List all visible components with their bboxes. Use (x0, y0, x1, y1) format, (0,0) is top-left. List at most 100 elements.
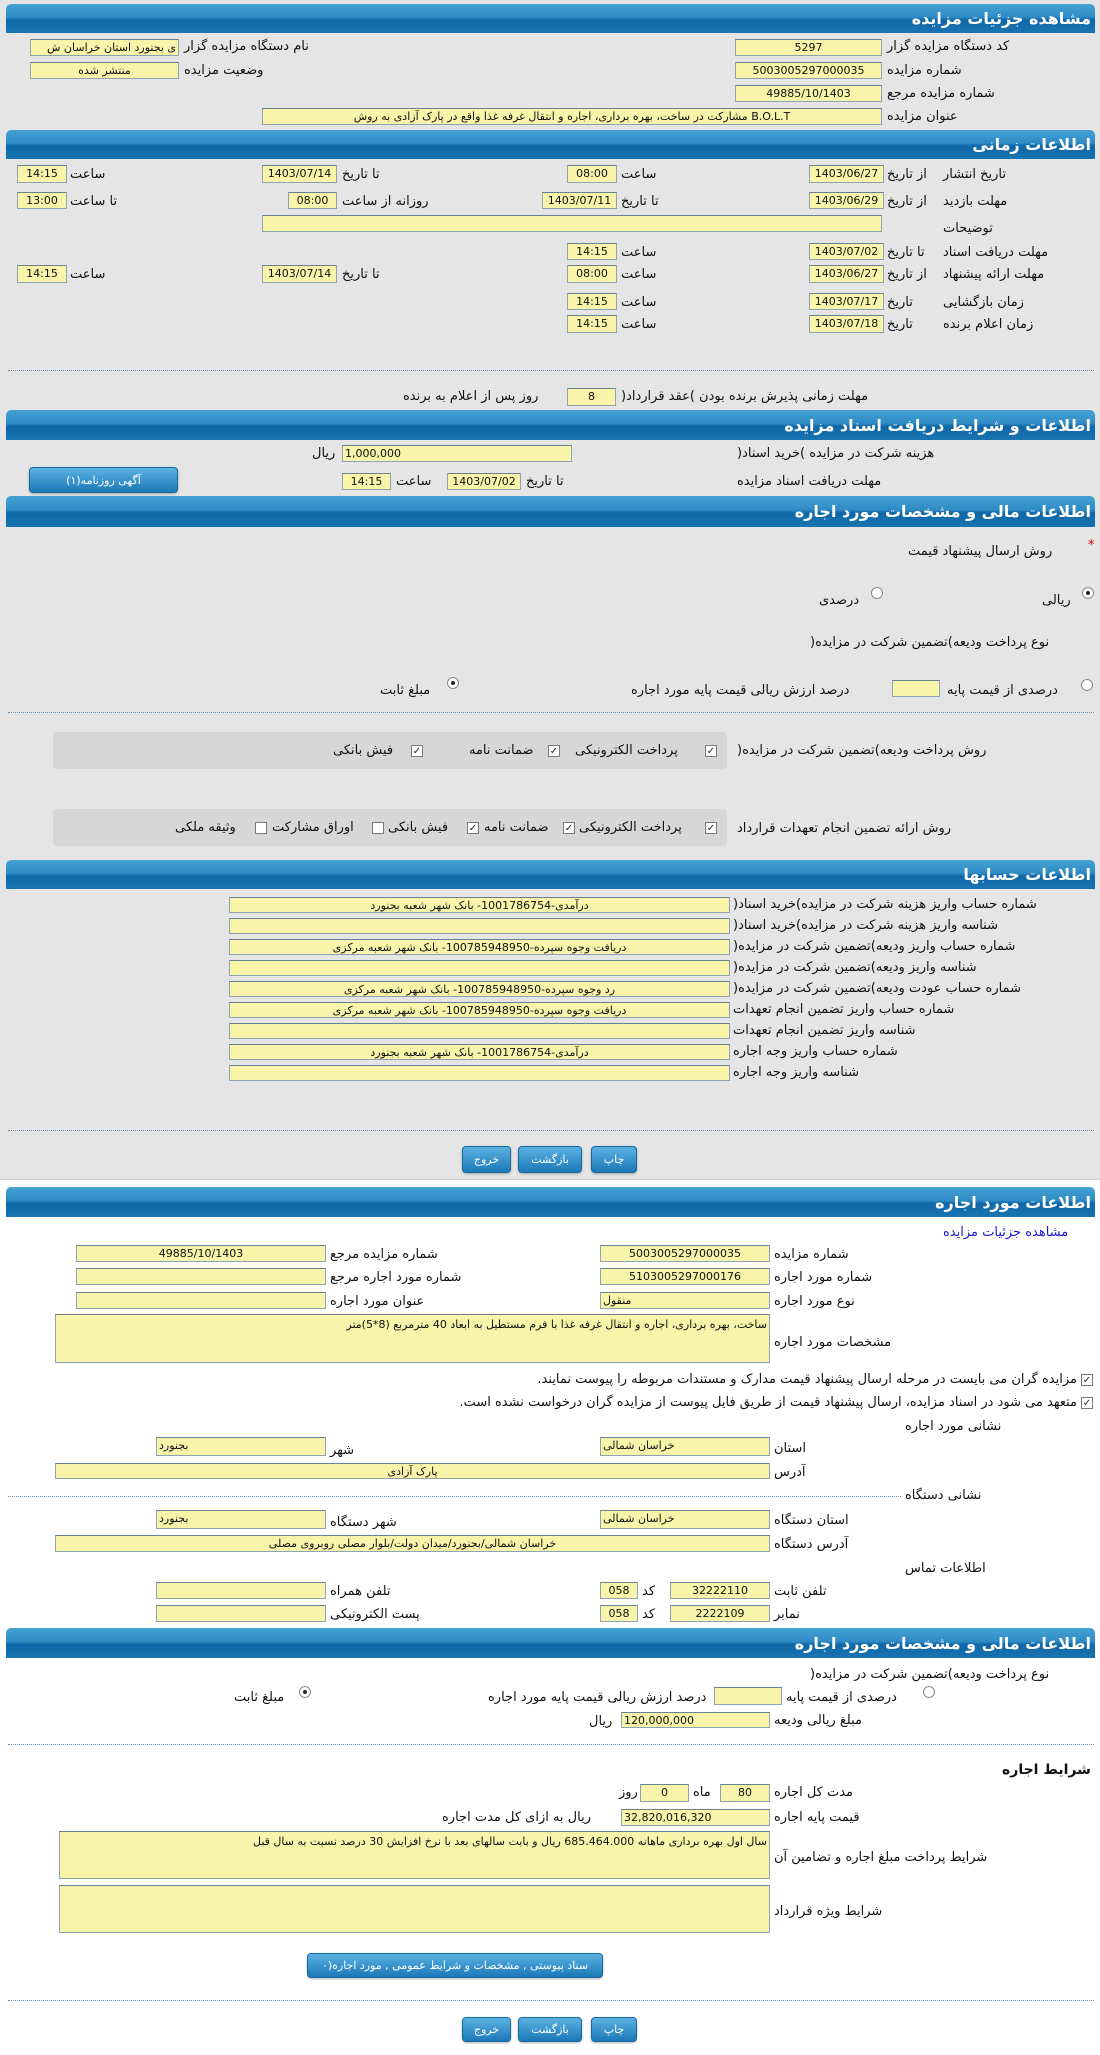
deposit-percent-field[interactable] (892, 680, 940, 697)
address-field[interactable]: پارک آزادی (55, 1463, 770, 1479)
exit-button-bottom[interactable]: خروج (462, 2017, 511, 2042)
guarantee-method-checkbox[interactable]: ✓ (467, 822, 479, 834)
duration-days-field[interactable]: 0 (640, 1784, 689, 1802)
guarantee-method-checkbox[interactable] (255, 822, 267, 834)
account-field[interactable] (229, 918, 730, 934)
item-title-label: عنوان مورد اجاره (330, 1294, 425, 1309)
duration-months-field[interactable]: 80 (720, 1784, 770, 1802)
item-number-field[interactable]: 5103005297000176 (600, 1268, 770, 1285)
org-province-field[interactable]: خراسان شمالی (600, 1510, 770, 1529)
auction-number-field[interactable]: 5003005297000035 (735, 62, 882, 79)
account-label: شماره حساب واریز ودیعه)تضمین شرکت در مزا… (733, 939, 1016, 954)
print-button-bottom[interactable]: چاپ (591, 2017, 637, 2042)
email-label: پست الکترونیکی (330, 1607, 420, 1622)
newspaper-ad-button[interactable]: آگهی روزنامه(۱) (29, 467, 178, 493)
account-field[interactable]: رد وجوه سپرده-100785948950- بانک شهر شعب… (229, 981, 730, 997)
offer-to-date[interactable]: 1403/07/14 (262, 265, 337, 283)
winner-time[interactable]: 14:15 (567, 315, 617, 333)
divider (8, 712, 1094, 713)
account-field[interactable] (229, 1065, 730, 1081)
attachments-button[interactable]: سناد پیوستی , مشخصات و شرایط عمومی , مور… (307, 1953, 603, 1978)
deposit-method-checkbox[interactable]: ✓ (705, 745, 717, 757)
opening-date-label: تاریخ (887, 295, 913, 310)
publish-from-time[interactable]: 08:00 (567, 165, 617, 183)
offer-to-time[interactable]: 14:15 (17, 265, 67, 283)
opening-date[interactable]: 1403/07/17 (809, 293, 884, 310)
special-terms-field[interactable] (59, 1885, 770, 1933)
visit-daily-from[interactable]: 08:00 (288, 192, 337, 209)
phone-code-field[interactable]: 058 (600, 1582, 638, 1599)
docs-date[interactable]: 1403/07/02 (809, 243, 884, 260)
auction-status-field[interactable]: منتشر شده (30, 62, 179, 79)
visit-to-date[interactable]: 1403/07/11 (542, 192, 617, 209)
account-field[interactable] (229, 1023, 730, 1039)
deposit-fixed-radio[interactable] (447, 677, 459, 689)
offer-from-time[interactable]: 08:00 (567, 265, 617, 283)
deposit-amount-label: مبلغ ریالی ودیعه (774, 1713, 862, 1728)
org-name-field[interactable]: ی بجنورد استان خراسان ش (30, 39, 179, 56)
phone-field[interactable]: 32222110 (670, 1582, 770, 1599)
province-field[interactable]: خراسان شمالی (600, 1437, 770, 1456)
org-address-field[interactable]: خراسان شمالی/بجنورد/میدان دولت/بلوار مصل… (55, 1535, 770, 1552)
lease-ref-number-field[interactable]: 49885/10/1403 (76, 1245, 326, 1262)
publish-from-date[interactable]: 1403/06/27 (809, 165, 884, 183)
doc-deadline-date[interactable]: 1403/07/02 (447, 473, 521, 490)
fax-code-field[interactable]: 058 (600, 1605, 638, 1622)
visit-daily-to[interactable]: 13:00 (17, 192, 67, 209)
back-button[interactable]: بازگشت (518, 1146, 582, 1173)
price-percent-radio[interactable] (871, 587, 883, 599)
item-title-field[interactable] (76, 1292, 326, 1309)
deposit-method-checkbox[interactable]: ✓ (411, 745, 423, 757)
guarantee-method-checkbox[interactable]: ✓ (563, 822, 575, 834)
deposit-amount-field[interactable]: 120,000,000 (621, 1712, 770, 1728)
lease-deposit-percent-field[interactable] (714, 1687, 782, 1705)
lease-deposit-fixed-radio[interactable] (299, 1686, 311, 1698)
org-city-field[interactable]: بجنورد (156, 1510, 326, 1529)
guarantee-method-checkbox[interactable]: ✓ (705, 822, 717, 834)
print-button[interactable]: چاپ (591, 1146, 637, 1173)
deposit-percent-radio[interactable] (1081, 679, 1093, 691)
item-ref-field[interactable] (76, 1268, 326, 1285)
winner-date[interactable]: 1403/07/18 (809, 315, 884, 333)
price-rial-radio[interactable] (1082, 587, 1094, 599)
offer-from-date[interactable]: 1403/06/27 (809, 265, 884, 283)
divider (8, 1496, 901, 1497)
doc-fee-field[interactable]: 1,000,000 (342, 445, 572, 462)
attachment-required-checkbox[interactable]: ✓ (1081, 1374, 1093, 1386)
lease-deposit-percent-radio[interactable] (923, 1686, 935, 1698)
payment-terms-field[interactable]: سال اول بهره برداری ماهانه 685.464.000 ر… (59, 1831, 770, 1879)
exit-button[interactable]: خروج (462, 1146, 511, 1173)
back-button-bottom[interactable]: بازگشت (518, 2017, 582, 2042)
auction-details-link[interactable]: مشاهده جزئیات مزایده (943, 1225, 1069, 1240)
email-field[interactable] (156, 1605, 326, 1622)
no-attachment-checkbox[interactable]: ✓ (1081, 1397, 1093, 1409)
doc-deadline-time[interactable]: 14:15 (342, 473, 391, 490)
item-specs-field[interactable]: ساخت، بهره برداری، اجاره و انتقال غرفه غ… (55, 1314, 770, 1363)
org-code-field[interactable]: 5297 (735, 39, 882, 56)
item-type-field[interactable]: منقول (600, 1292, 770, 1309)
city-field[interactable]: بجنورد (156, 1437, 326, 1456)
docs-to-label: تا تاریخ (887, 245, 925, 260)
contact-title: اطلاعات تماس (905, 1561, 986, 1576)
acceptance-days-field[interactable]: 8 (567, 388, 616, 406)
fax-field[interactable]: 2222109 (670, 1605, 770, 1622)
docs-time[interactable]: 14:15 (567, 243, 617, 260)
account-field[interactable] (229, 960, 730, 976)
mobile-field[interactable] (156, 1582, 326, 1599)
visit-from-date[interactable]: 1403/06/29 (809, 192, 884, 209)
account-field[interactable]: درآمدی-1001786754- بانک شهر شعبه بجنورد (229, 1044, 730, 1060)
lease-auction-number-field[interactable]: 5003005297000035 (600, 1245, 770, 1262)
publish-to-time[interactable]: 14:15 (17, 165, 67, 183)
account-field[interactable]: درآمدی-1001786754- بانک شهر شعبه بجنورد (229, 897, 730, 913)
reference-number-field[interactable]: 49885/10/1403 (735, 85, 882, 102)
base-price-field[interactable]: 32,820,016,320 (621, 1809, 770, 1826)
auction-title-field[interactable]: B.O.L.T مشارکت در ساخت، بهره برداری، اجا… (262, 108, 882, 125)
item-ref-label: شماره مورد اجاره مرجع (330, 1270, 462, 1285)
account-field[interactable]: دریافت وجوه سپرده-100785948950- بانک شهر… (229, 1002, 730, 1018)
publish-to-date[interactable]: 1403/07/14 (262, 165, 337, 183)
deposit-method-checkbox[interactable]: ✓ (548, 745, 560, 757)
account-field[interactable]: دریافت وجوه سپرده-100785948950- بانک شهر… (229, 939, 730, 955)
notes-field[interactable] (262, 215, 882, 232)
opening-time[interactable]: 14:15 (567, 293, 617, 310)
guarantee-method-checkbox[interactable] (372, 822, 384, 834)
